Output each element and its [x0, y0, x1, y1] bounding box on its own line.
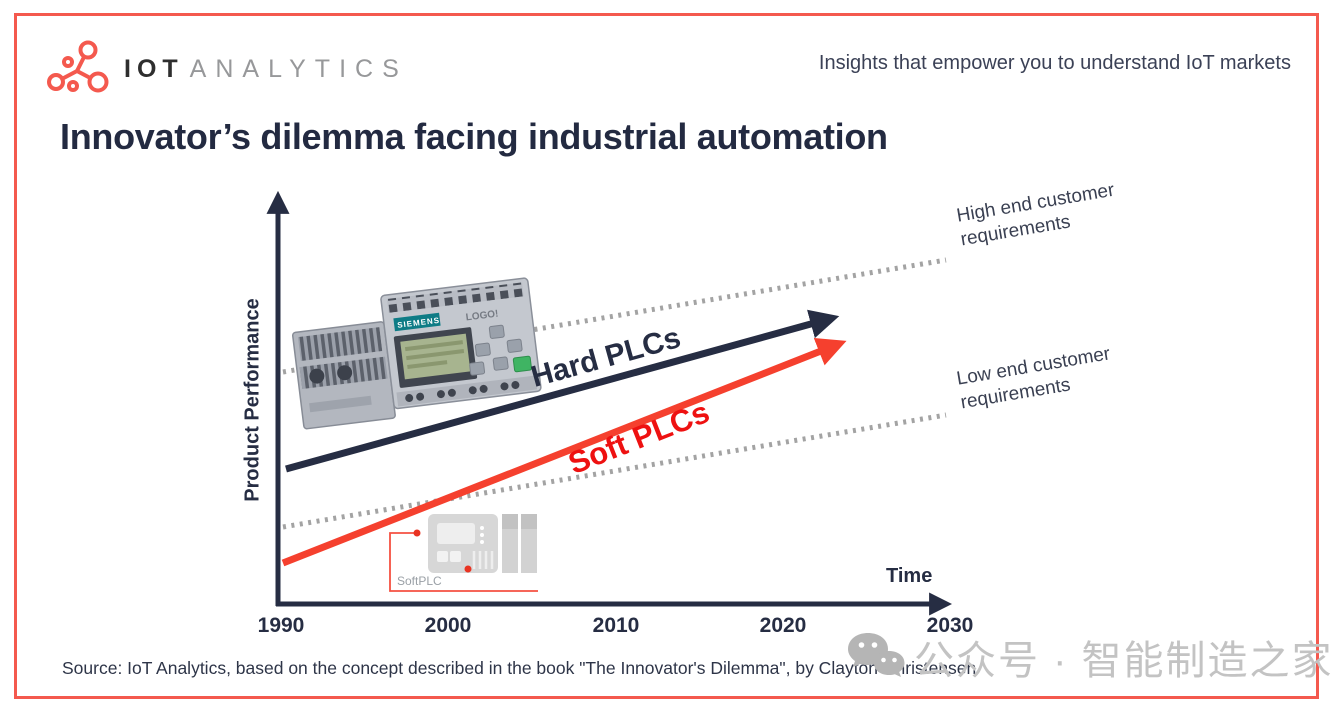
soft-plc-illustration: SoftPLC [389, 514, 538, 592]
hard-plc-photo-illustration: SIEMENS LOGO! [291, 277, 542, 430]
x-tick-2020: 2020 [759, 614, 807, 637]
soft-plc-caption: SoftPLC [397, 574, 442, 588]
source-note: Source: IoT Analytics, based on the conc… [62, 658, 977, 678]
iot-analytics-logo: IOT ANALYTICS [46, 40, 408, 98]
wechat-icon [848, 633, 905, 677]
y-axis-label: Product Performance [241, 298, 264, 502]
soft-plc-callout-line [389, 532, 538, 592]
network-nodes-icon [47, 40, 109, 93]
x-tick-2030: 2030 [926, 614, 974, 637]
brand-iot: IOT [124, 54, 184, 83]
x-tick-1990: 1990 [257, 614, 305, 637]
page-title: Innovator’s dilemma facing industrial au… [60, 116, 888, 157]
logo-model-text: LOGO! [465, 309, 499, 324]
hard-plcs-line [285, 309, 840, 473]
watermark: 公众号 · 智能制造之家 [846, 628, 1331, 686]
tagline: Insights that empower you to understand … [818, 52, 1291, 74]
watermark-text: 公众号 · 智能制造之家 [914, 639, 1331, 683]
brand-analytics: ANALYTICS [189, 54, 408, 83]
x-tick-2010: 2010 [592, 614, 640, 637]
x-tick-2000: 2000 [424, 614, 472, 637]
x-axis-label: Time [886, 565, 933, 587]
low-end-dotted-line [282, 412, 947, 530]
soft-plcs-line [281, 338, 847, 567]
